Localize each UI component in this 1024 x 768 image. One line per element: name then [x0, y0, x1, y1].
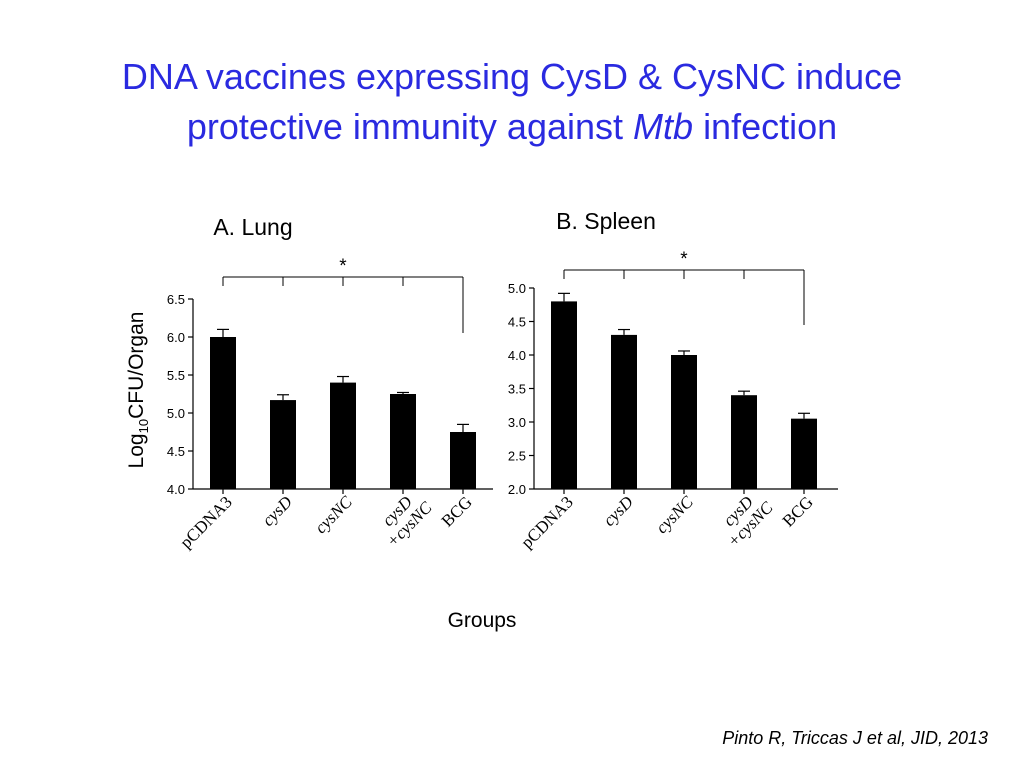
x-tick-label: cysD: [258, 492, 296, 530]
panel-title: A. Lung: [213, 214, 292, 240]
x-tick-label: cysD+cysNC: [711, 485, 777, 551]
panel-title: B. Spleen: [556, 208, 656, 234]
x-tick-label: cysD: [599, 492, 637, 530]
y-tick-label: 6.5: [167, 292, 185, 307]
y-tick-label: 5.5: [167, 368, 185, 383]
bar: [450, 432, 476, 489]
significance-star: *: [339, 256, 347, 277]
y-tick-label: 4.5: [508, 315, 526, 330]
bar: [791, 418, 817, 489]
bar: [210, 337, 236, 489]
title-line-2: protective immunity against Mtb infectio…: [0, 102, 1024, 152]
y-axis-label: Log10CFU/Organ: [125, 312, 151, 469]
bar: [270, 400, 296, 489]
x-tick-label: BCG: [438, 492, 476, 530]
x-tick-label: pCDNA3: [517, 492, 577, 552]
y-tick-label: 3.5: [508, 382, 526, 397]
bar: [551, 301, 577, 489]
y-tick-label: 3.0: [508, 415, 526, 430]
y-tick-label: 6.0: [167, 330, 185, 345]
y-tick-label: 4.0: [508, 348, 526, 363]
y-tick-label: 4.0: [167, 482, 185, 497]
title-line-2-post: infection: [703, 106, 838, 147]
bar: [731, 395, 757, 489]
x-tick-label: cysNC: [652, 492, 697, 537]
x-tick-label: pCDNA3: [176, 492, 236, 552]
title-line-2-pre: protective immunity against: [186, 106, 624, 147]
bar: [611, 334, 637, 489]
bar: [671, 355, 697, 489]
title-line-1: DNA vaccines expressing CysD & CysNC ind…: [121, 56, 903, 97]
y-tick-label: 5.0: [508, 281, 526, 296]
citation: Pinto R, Triccas J et al, JID, 2013: [722, 728, 988, 748]
y-tick-label: 2.0: [508, 482, 526, 497]
y-tick-label: 2.5: [508, 449, 526, 464]
x-tick-label: cysNC: [311, 492, 356, 537]
x-tick-label: cysD+cysNC: [370, 485, 436, 551]
x-tick-label: BCG: [779, 492, 817, 530]
bar: [390, 394, 416, 489]
title-line-2-italic: Mtb: [633, 106, 694, 147]
y-tick-label: 5.0: [167, 406, 185, 421]
slide-title: DNA vaccines expressing CysD & CysNC ind…: [0, 52, 1024, 152]
significance-star: *: [680, 249, 688, 270]
x-axis-label: Groups: [448, 609, 517, 632]
bar: [330, 382, 356, 489]
y-tick-label: 4.5: [167, 444, 185, 459]
